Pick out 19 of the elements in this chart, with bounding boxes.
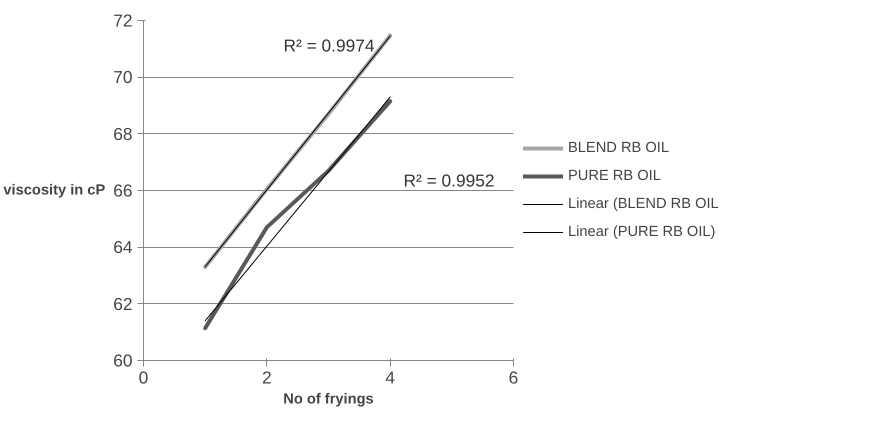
x-tick-label: 2 xyxy=(262,368,272,388)
legend-label: Linear (BLEND RB OIL xyxy=(568,196,719,212)
y-tick-label: 60 xyxy=(113,350,133,370)
y-tick-label: 66 xyxy=(113,180,133,200)
x-tick-label: 6 xyxy=(508,368,518,388)
legend-label: Linear (PURE RB OIL) xyxy=(568,224,716,240)
x-axis-title: No of fryings xyxy=(283,392,374,408)
y-tick-label: 68 xyxy=(113,124,133,144)
y-tick-label: 64 xyxy=(113,237,133,258)
x-tick-label: 4 xyxy=(385,368,396,388)
x-tick-label: 0 xyxy=(138,368,148,388)
legend-label: BLEND RB OIL xyxy=(568,140,669,156)
annotation: R² = 0.9974 xyxy=(284,36,375,56)
y-tick-label: 70 xyxy=(113,67,133,88)
y-axis-title: viscosity in cP xyxy=(3,182,106,198)
y-tick-label: 72 xyxy=(113,10,133,30)
annotation: R² = 0.9952 xyxy=(404,170,495,190)
legend-label: PURE RB OIL xyxy=(568,168,661,184)
y-tick-label: 62 xyxy=(113,294,133,314)
